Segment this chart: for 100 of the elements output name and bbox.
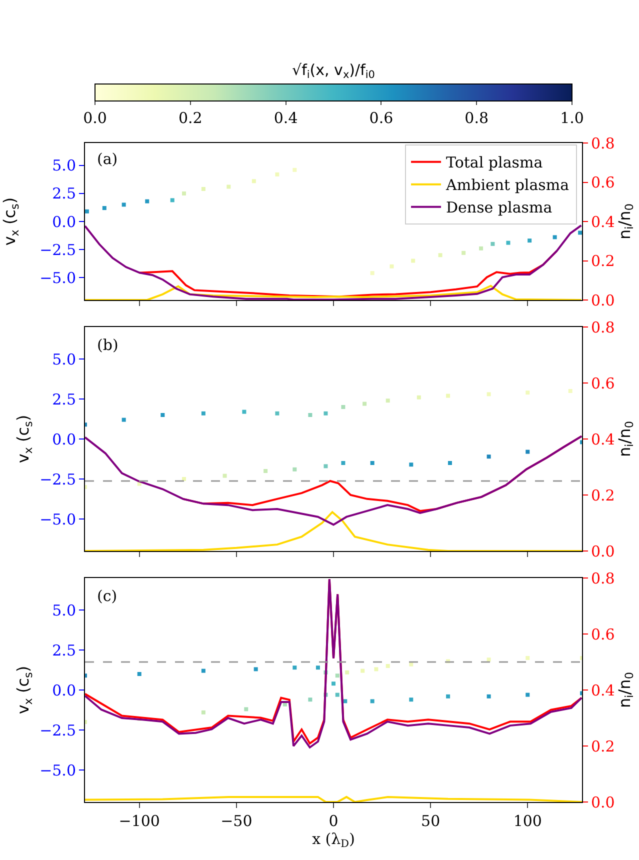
point	[292, 168, 297, 172]
point	[374, 667, 378, 672]
legend-label: Dense plasma	[446, 198, 552, 217]
y2-tick-label: 0.2	[591, 252, 615, 270]
point	[308, 413, 312, 417]
y-tick-label: −5.0	[40, 510, 76, 528]
point	[409, 698, 414, 702]
color-bar-label: 0.0	[83, 109, 107, 127]
point	[526, 390, 530, 395]
y-tick-label: −2.5	[40, 240, 76, 259]
point	[254, 667, 258, 672]
point	[201, 186, 206, 191]
annotation: (c)	[97, 587, 118, 605]
point	[486, 658, 491, 662]
color-bar-label: 1.0	[560, 109, 584, 127]
point	[416, 395, 421, 400]
point	[182, 191, 186, 196]
point	[438, 253, 442, 258]
point	[335, 692, 340, 697]
legend-label: Total plasma	[446, 154, 543, 172]
line-series	[85, 284, 582, 300]
point	[578, 230, 582, 235]
point	[324, 411, 328, 416]
point	[275, 411, 280, 416]
point	[568, 389, 572, 393]
point	[486, 454, 491, 459]
point	[446, 394, 450, 398]
y-tick-label: 5.0	[52, 156, 76, 175]
x-tick-label: 100	[513, 812, 542, 830]
point	[486, 694, 491, 698]
point	[335, 674, 340, 678]
point	[145, 199, 150, 204]
color-bar-label: 0.4	[274, 109, 298, 127]
point	[526, 656, 530, 660]
y-tick-label: 0.0	[52, 681, 76, 700]
point	[360, 668, 365, 673]
point	[506, 240, 510, 245]
y-tick-label: 0.0	[52, 430, 76, 448]
point	[201, 411, 206, 416]
point	[242, 410, 246, 414]
point	[446, 694, 450, 698]
point	[486, 392, 491, 396]
point	[264, 469, 268, 473]
color-bar-title: √f$_{i}$(x, v$_{x}$)/f$_{i0}$	[292, 60, 375, 81]
point	[252, 179, 256, 184]
point	[411, 258, 416, 263]
point	[370, 699, 374, 704]
annotation: (b)	[97, 336, 118, 354]
point	[479, 246, 484, 250]
x-tick-label: 50	[421, 812, 440, 830]
y2-tick-label: 0.0	[591, 291, 615, 310]
point	[275, 172, 280, 176]
point	[201, 668, 206, 673]
y2-tick-label: 0.8	[591, 318, 615, 336]
y2-tick-label: 0.0	[591, 542, 615, 560]
point	[244, 707, 248, 712]
point	[341, 461, 346, 465]
point	[448, 461, 452, 465]
y2-tick-label: 0.4	[591, 212, 615, 231]
y-tick-label: −5.0	[40, 268, 76, 287]
point	[386, 398, 390, 403]
x-tick-label: −100	[118, 812, 160, 830]
point	[226, 184, 231, 189]
point	[526, 450, 530, 454]
point	[528, 238, 532, 243]
y-tick-label: −2.5	[40, 721, 76, 740]
point	[332, 682, 336, 686]
y-tick-label: −2.5	[40, 470, 76, 488]
point	[170, 198, 174, 202]
point	[409, 462, 414, 467]
annotation: (a)	[97, 150, 118, 168]
point	[341, 405, 346, 409]
point	[292, 467, 297, 472]
x-tick-label: −50	[220, 812, 252, 830]
x-tick-label: 0	[328, 812, 338, 830]
point	[324, 464, 328, 468]
point	[370, 271, 374, 276]
y-tick-label: 2.5	[52, 184, 76, 203]
point	[386, 664, 390, 668]
y2-tick-label: 0.8	[591, 569, 615, 588]
x-axis-title: x (λ$_{D}$)	[312, 830, 355, 850]
point	[122, 202, 126, 207]
line-series	[85, 224, 582, 300]
y-tick-label: 2.5	[52, 641, 76, 660]
y-tick-label: 0.0	[52, 212, 76, 231]
y2-tick-label: 0.6	[591, 374, 615, 392]
point	[390, 264, 394, 268]
point	[182, 477, 186, 481]
y2-tick-label: 0.6	[591, 625, 615, 644]
y-tick-label: 2.5	[52, 390, 76, 408]
point	[462, 250, 466, 255]
color-bar-label: 0.8	[464, 109, 489, 127]
point	[370, 461, 374, 465]
y2-tick-label: 0.4	[591, 430, 615, 448]
point	[201, 710, 206, 714]
y-tick-label: 5.0	[52, 350, 76, 368]
point	[345, 670, 350, 674]
point	[222, 474, 227, 478]
point	[137, 672, 142, 676]
y2-tick-label: 0.2	[591, 737, 615, 756]
